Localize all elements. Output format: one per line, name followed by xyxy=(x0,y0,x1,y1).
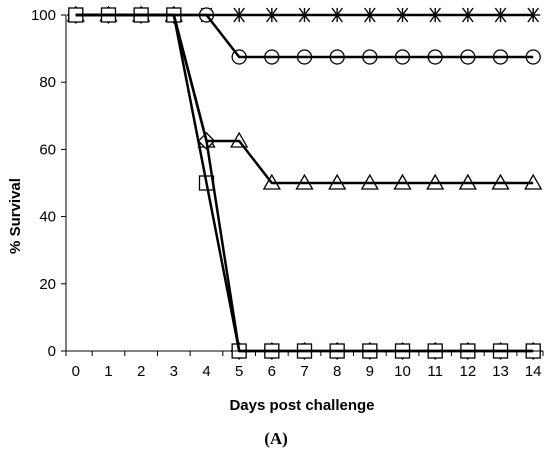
x-tick-label: 6 xyxy=(268,363,276,380)
lines-layer xyxy=(75,13,534,353)
y-tick-label: 60 xyxy=(39,141,56,158)
panel-label: (A) xyxy=(264,429,288,448)
x-tick-label: 3 xyxy=(170,363,178,380)
y-axis-title: % Survival xyxy=(7,178,24,254)
x-tick-label: 1 xyxy=(104,363,112,380)
x-tick-label: 12 xyxy=(460,363,477,380)
x-tick-label: 8 xyxy=(333,363,341,380)
x-tick-label: 7 xyxy=(300,363,308,380)
y-tick-label: 20 xyxy=(39,276,56,293)
series-line-triangle xyxy=(75,13,534,185)
y-tick-label: 0 xyxy=(48,343,56,360)
x-tick-label: 2 xyxy=(137,363,145,380)
x-tick-label: 9 xyxy=(366,363,374,380)
y-tick-label: 40 xyxy=(39,209,56,226)
y-tick-label: 80 xyxy=(39,74,56,91)
x-tick-label: 10 xyxy=(394,363,411,380)
x-tick-label: 13 xyxy=(492,363,509,380)
x-tick-label: 4 xyxy=(202,363,210,380)
x-tick-label: 14 xyxy=(525,363,542,380)
x-tick-label: 11 xyxy=(427,363,443,380)
x-axis-title: Days post challenge xyxy=(229,397,374,414)
y-tick-label: 100 xyxy=(31,7,56,24)
x-tick-label: 0 xyxy=(72,363,80,380)
x-tick-label: 5 xyxy=(235,363,243,380)
